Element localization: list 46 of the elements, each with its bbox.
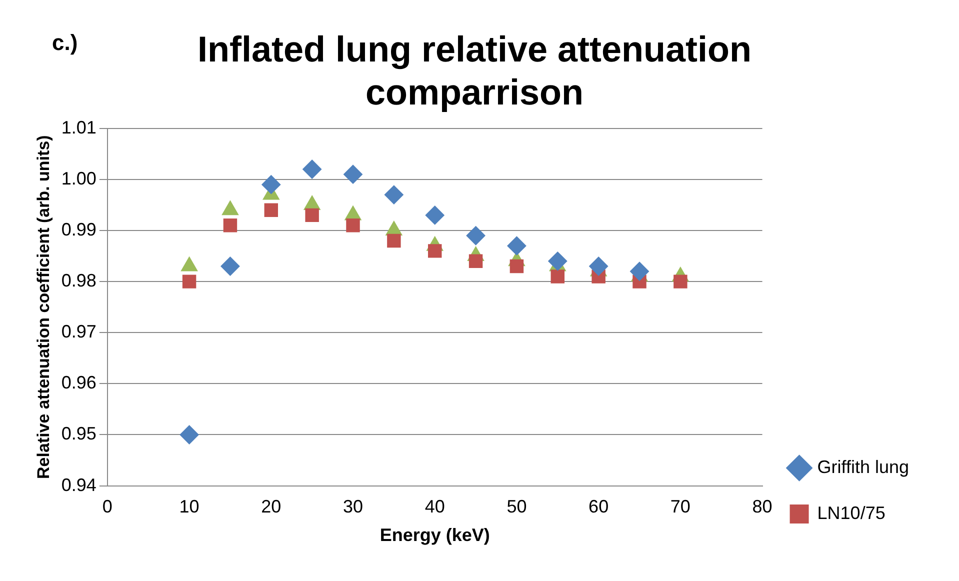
- point: [425, 206, 444, 225]
- point: [548, 252, 568, 271]
- point: [674, 274, 688, 288]
- y-tick-label: 0.97: [61, 322, 96, 342]
- x-tick-label: 70: [670, 496, 690, 517]
- point: [262, 175, 281, 194]
- y-tick-label: 0.95: [61, 424, 96, 444]
- x-tick-label: 20: [261, 496, 282, 517]
- y-tick-label: 0.94: [61, 474, 96, 495]
- point: [264, 203, 278, 217]
- point: [510, 259, 524, 274]
- point: [305, 208, 319, 222]
- x-tick-label: 40: [424, 496, 445, 517]
- text: c.): [52, 30, 78, 56]
- x-tick-label: 80: [752, 496, 772, 517]
- y-tick-label: 0.98: [61, 270, 96, 291]
- y-tick-label: 1.01: [61, 117, 96, 138]
- point: [223, 218, 238, 232]
- point: [468, 254, 483, 268]
- x-axis-title: Energy (keV): [380, 525, 490, 546]
- point: [387, 234, 401, 248]
- point: [220, 256, 240, 276]
- point: [507, 236, 526, 256]
- point: [344, 164, 363, 184]
- point: [180, 425, 199, 444]
- legend-label: LN10/75: [817, 502, 886, 523]
- y-tick-label: 1.00: [61, 168, 96, 188]
- point: [346, 218, 360, 232]
- point: [466, 226, 486, 246]
- point: [428, 244, 442, 258]
- x-tick-label: 0: [102, 496, 112, 517]
- point: [630, 262, 649, 281]
- y-axis-title: Relative attenuation coefficient (arb. units): [34, 135, 53, 480]
- x-tick-label: 50: [506, 496, 527, 517]
- legend-label: Griffith lung: [817, 456, 910, 477]
- x-tick-label: 10: [179, 496, 200, 517]
- y-tick-label: 0.96: [61, 372, 96, 393]
- x-tick-label: 30: [342, 496, 364, 517]
- y-tick-label: 0.99: [61, 219, 96, 240]
- point: [384, 185, 404, 204]
- x-tick-label: 60: [588, 496, 609, 517]
- point: [550, 270, 565, 284]
- point: [589, 256, 608, 276]
- point: [182, 274, 196, 288]
- chart-title: Inflated lung relative attenuation comparrison: [197, 28, 752, 113]
- point: [302, 160, 322, 179]
